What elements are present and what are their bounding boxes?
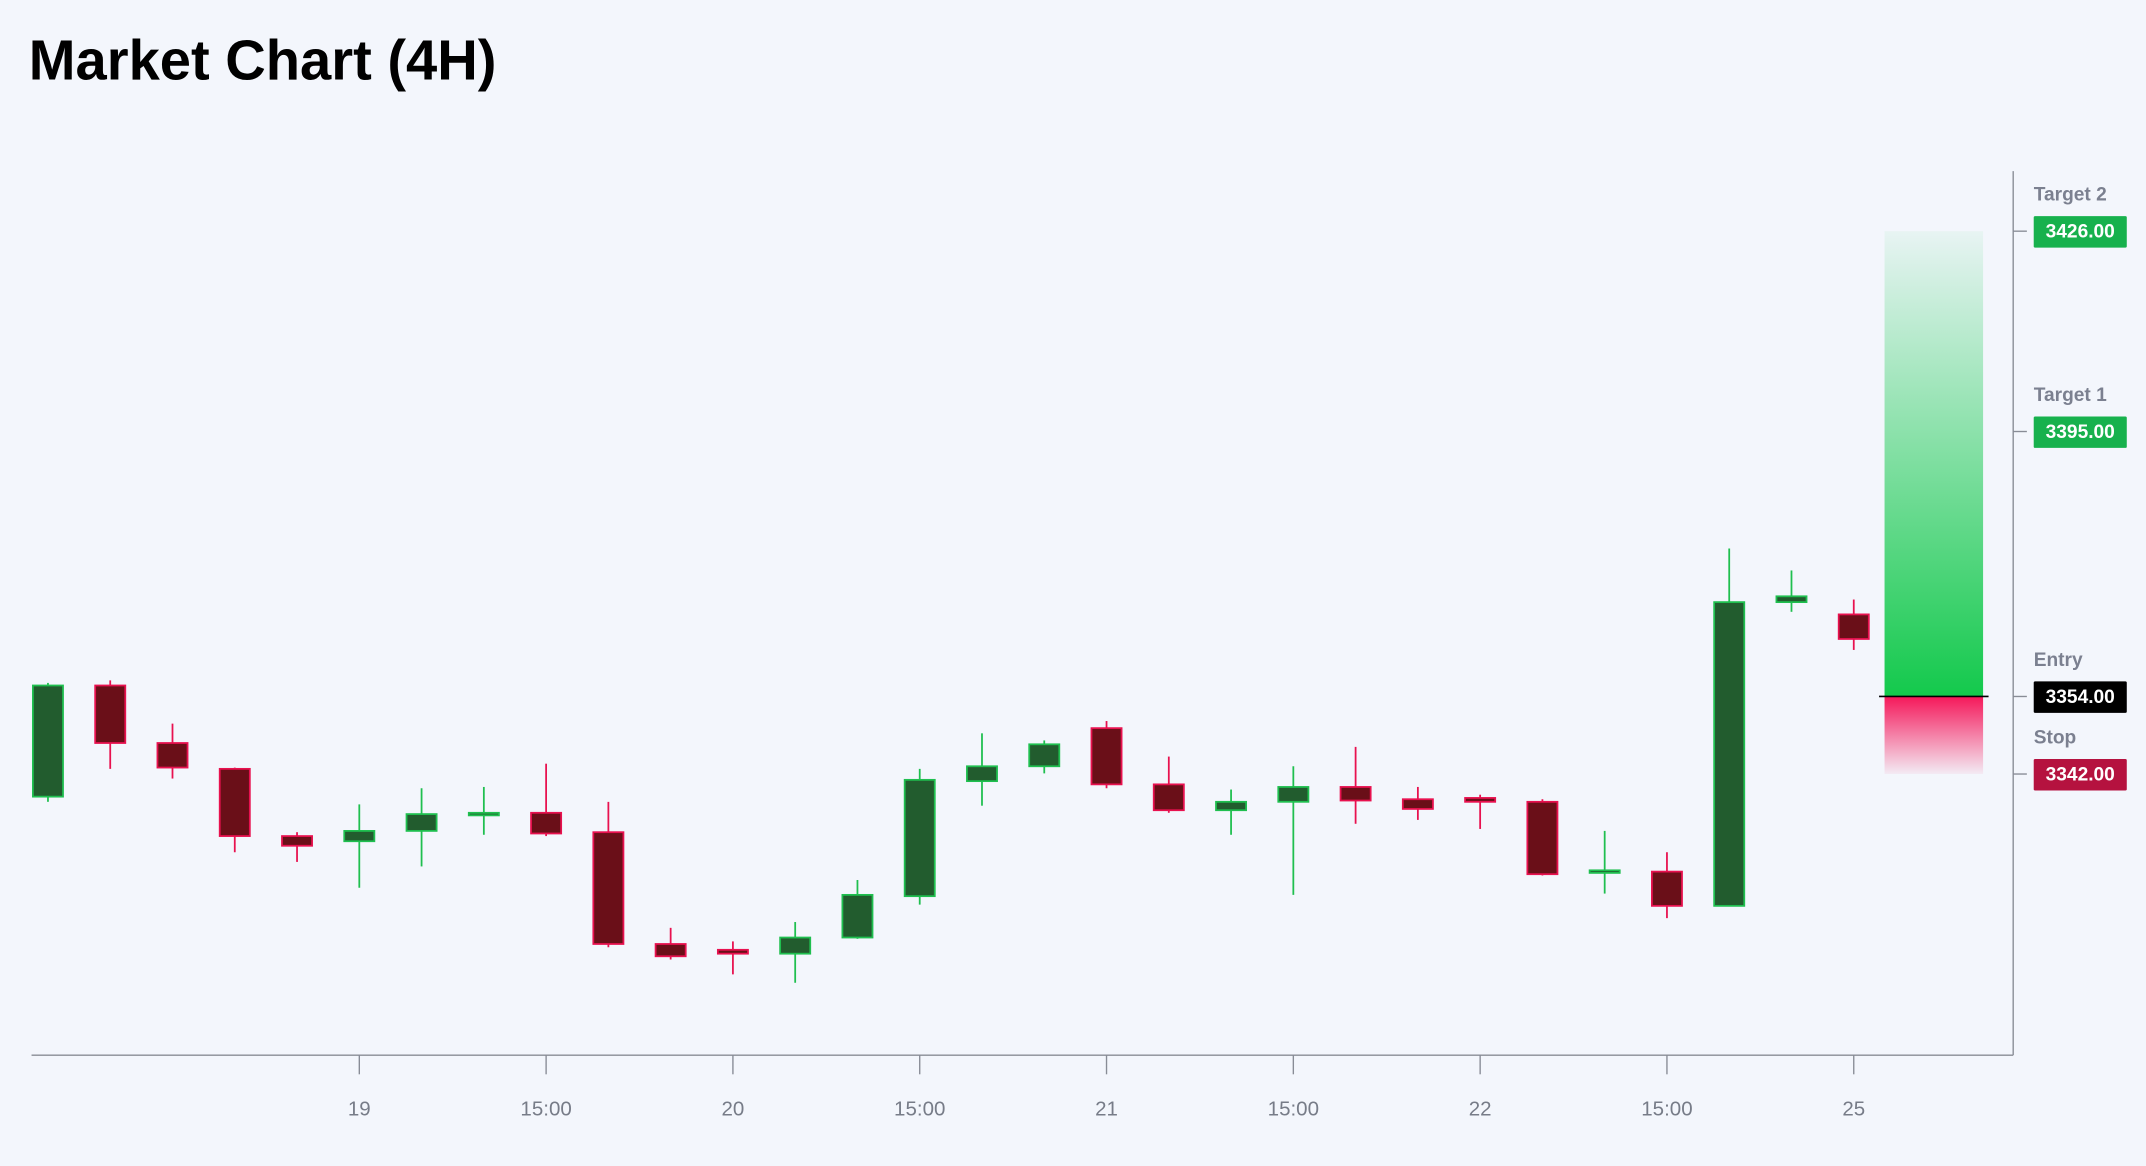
level-value: 3342.00 (2046, 764, 2115, 785)
x-tick-label: 15:00 (1268, 1097, 1319, 1120)
candle-body (405, 813, 438, 832)
candle-body (1713, 601, 1746, 907)
level-value: 3354.00 (2046, 687, 2115, 708)
candle-body (592, 831, 625, 945)
x-tick-label: 22 (1469, 1097, 1492, 1120)
x-tick-label: 15:00 (1641, 1097, 1692, 1120)
x-tick-label: 15:00 (520, 1097, 571, 1120)
candle-body (32, 684, 64, 798)
candle-body (1090, 727, 1123, 786)
level-badge (2033, 216, 2127, 248)
level-badge (2033, 681, 2127, 713)
candle-body (779, 936, 812, 955)
chart-title: Market Chart (4H) (29, 28, 497, 91)
x-tick-label: 15:00 (894, 1097, 945, 1120)
candle-body (1028, 743, 1061, 768)
candle-body (343, 830, 376, 843)
level-name: Target 1 (2034, 385, 2107, 406)
candle-body (94, 684, 127, 744)
candle-body (1464, 797, 1497, 803)
candle-body (841, 893, 874, 939)
stop-zone (1884, 696, 1984, 775)
candle-body (530, 811, 563, 835)
level-name: Target 2 (2034, 185, 2107, 206)
candle-body (716, 948, 749, 955)
candle-body (1588, 869, 1621, 874)
candle-body (903, 778, 936, 898)
candle-body (966, 765, 998, 783)
candle-body (1526, 800, 1559, 876)
candle-body (1401, 798, 1434, 810)
candle-body (1837, 613, 1870, 640)
x-tick-label: 21 (1095, 1097, 1118, 1120)
level-value: 3395.00 (2046, 422, 2115, 443)
target-zone (1884, 231, 1984, 697)
candle-body (1339, 786, 1372, 802)
level-value: 3426.00 (2046, 222, 2115, 243)
level-badge (2033, 416, 2127, 448)
candle-body (654, 943, 687, 958)
candle-body (1775, 595, 1808, 604)
level-badge (2033, 758, 2127, 791)
candle-body (1152, 783, 1185, 812)
x-tick-label: 25 (1842, 1097, 1865, 1120)
level-name: Entry (2034, 650, 2083, 671)
candle-body (1277, 786, 1310, 803)
candle-body (1651, 870, 1683, 907)
candle-body (1215, 800, 1248, 812)
x-tick-label: 20 (722, 1097, 745, 1120)
level-name: Stop (2034, 728, 2077, 749)
candle-body (467, 811, 500, 817)
candle-body (218, 767, 251, 837)
candle-body (156, 742, 189, 769)
x-tick-label: 19 (348, 1097, 371, 1120)
candle-body (281, 835, 313, 847)
